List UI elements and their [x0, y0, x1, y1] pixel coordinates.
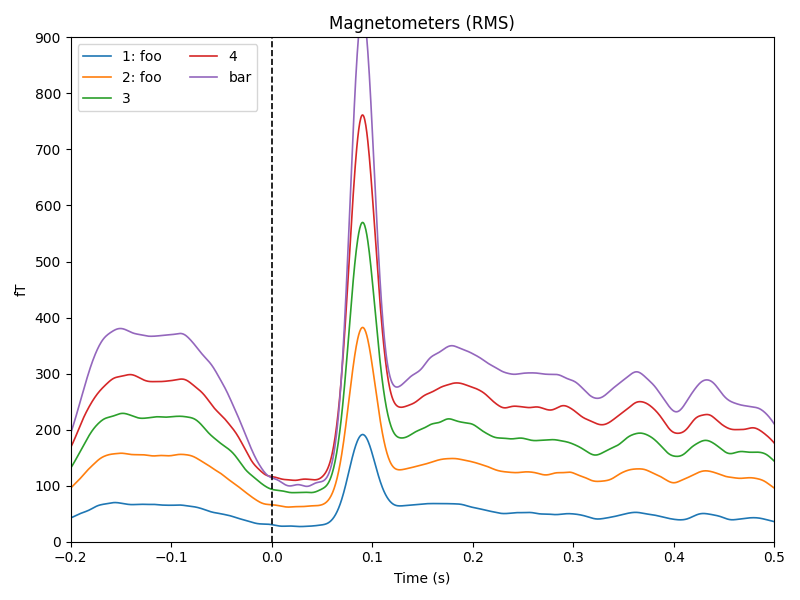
2: foo: (0.5, 96): foo: (0.5, 96) — [770, 484, 779, 491]
3 — [309, 489, 318, 496]
3 — [66, 464, 75, 472]
1: foo: (0.0907, 191): foo: (0.0907, 191) — [358, 431, 367, 438]
2: foo: (0.49, 108): foo: (0.49, 108) — [760, 478, 770, 485]
Line: 1: foo: 1: foo — [70, 434, 774, 527]
Y-axis label: fT: fT — [15, 283, 29, 296]
1: foo: (0.49, 40.2): foo: (0.49, 40.2) — [760, 515, 770, 523]
3 — [638, 430, 647, 437]
3 — [236, 460, 246, 467]
bar — [760, 409, 770, 416]
4 — [760, 430, 770, 437]
X-axis label: Time (s): Time (s) — [394, 571, 450, 585]
bar — [436, 347, 446, 355]
bar — [358, 9, 367, 16]
1: foo: (0.168, 67.9): foo: (0.168, 67.9) — [436, 500, 446, 507]
4 — [358, 112, 367, 119]
3 — [760, 450, 770, 457]
1: foo: (-0.2, 42.3): foo: (-0.2, 42.3) — [66, 514, 75, 521]
3 — [358, 219, 367, 226]
2: foo: (-0.0304, 94.4): foo: (-0.0304, 94.4) — [236, 485, 246, 493]
Title: Magnetometers (RMS): Magnetometers (RMS) — [330, 15, 515, 33]
4 — [236, 438, 246, 445]
1: foo: (0.0417, 28.3): foo: (0.0417, 28.3) — [309, 522, 318, 529]
Legend: 1: foo, 2: foo, 3, 4, bar: 1: foo, 2: foo, 3, 4, bar — [78, 44, 258, 111]
4 — [770, 439, 779, 446]
2: foo: (0.0417, 64.1): foo: (0.0417, 64.1) — [309, 502, 318, 509]
Line: 2: foo: 2: foo — [70, 328, 774, 507]
bar — [770, 420, 779, 427]
2: foo: (0.124, 129): foo: (0.124, 129) — [392, 466, 402, 473]
2: foo: (-0.2, 95.6): foo: (-0.2, 95.6) — [66, 485, 75, 492]
1: foo: (-0.0304, 40.3): foo: (-0.0304, 40.3) — [236, 515, 246, 523]
4 — [436, 383, 446, 391]
2: foo: (0.369, 130): foo: (0.369, 130) — [638, 466, 647, 473]
1: foo: (0.369, 51): foo: (0.369, 51) — [638, 509, 647, 517]
bar — [66, 430, 75, 437]
bar — [392, 383, 402, 391]
4 — [290, 477, 300, 484]
3 — [288, 489, 298, 496]
2: foo: (0.168, 147): foo: (0.168, 147) — [436, 456, 446, 463]
4 — [638, 398, 647, 406]
4 — [392, 402, 402, 409]
bar — [236, 420, 246, 427]
4 — [309, 476, 318, 484]
2: foo: (0.0907, 382): foo: (0.0907, 382) — [358, 324, 367, 331]
1: foo: (0.0287, 27.1): foo: (0.0287, 27.1) — [296, 523, 306, 530]
bar — [302, 483, 312, 490]
Line: 3: 3 — [70, 223, 774, 493]
3 — [436, 418, 446, 425]
1: foo: (0.124, 64.6): foo: (0.124, 64.6) — [392, 502, 402, 509]
Line: bar: bar — [70, 13, 774, 487]
4 — [66, 444, 75, 451]
1: foo: (0.5, 35.9): foo: (0.5, 35.9) — [770, 518, 779, 525]
Line: 4: 4 — [70, 115, 774, 481]
2: foo: (0.0167, 61.8): foo: (0.0167, 61.8) — [283, 503, 293, 511]
3 — [770, 457, 779, 464]
bar — [309, 481, 318, 488]
bar — [638, 371, 647, 378]
3 — [392, 433, 402, 440]
